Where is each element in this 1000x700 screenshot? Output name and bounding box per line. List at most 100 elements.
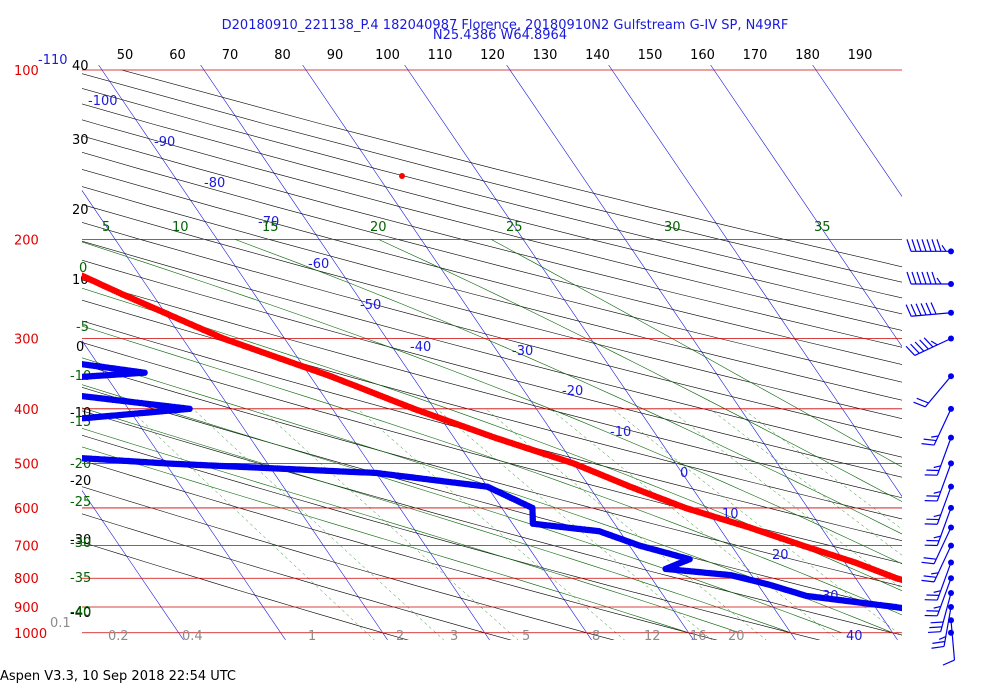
dewpoint-series <box>0 309 1000 626</box>
wind-barb <box>921 405 954 446</box>
sounding-point <box>59 358 65 364</box>
sounding-point <box>46 376 52 382</box>
mixing-ratio-line <box>192 408 445 640</box>
sounding-point <box>2 312 8 318</box>
height-tick-label: 40 <box>72 59 89 74</box>
sounding-point <box>920 608 926 614</box>
sounding-point <box>916 582 922 588</box>
isotherm-label: -40 <box>410 340 431 355</box>
pressure-tick-label: 100 <box>14 64 39 79</box>
sounding-point <box>0 309 1 315</box>
sounding-point <box>21 385 27 391</box>
isotherm-label: -100 <box>88 94 118 109</box>
top-scale-tick-label: 150 <box>638 48 663 63</box>
sounding-point <box>11 352 17 358</box>
sounding-point <box>30 250 36 256</box>
dry-adiabat-line <box>82 169 902 383</box>
mixing-ratio-label: 0.2 <box>108 629 129 644</box>
sounding-point <box>62 454 68 460</box>
sounding-point <box>24 386 30 392</box>
mixing-ratio-label: 12 <box>644 629 661 644</box>
sounding-point <box>912 580 918 586</box>
sounding-point <box>13 421 19 427</box>
sounding-point <box>11 321 17 327</box>
sounding-point <box>976 601 982 607</box>
wind-barb <box>931 604 954 649</box>
sounding-point <box>63 375 69 381</box>
sounding-point <box>46 453 52 459</box>
sounding-point <box>956 594 962 600</box>
sounding-point <box>19 421 25 427</box>
moist-adiabat-label: 15 <box>262 220 279 235</box>
dry-adiabat-line <box>82 410 902 636</box>
mixing-ratio-label: 3 <box>450 629 458 644</box>
dry-adiabat-label: 0 <box>79 261 87 276</box>
sounding-point <box>45 389 51 395</box>
sounding-point <box>45 257 51 263</box>
sounding-point <box>973 617 979 623</box>
dry-adiabat-line <box>82 222 902 439</box>
sounding-point <box>3 379 9 385</box>
sounding-point <box>32 420 38 426</box>
sounding-point <box>36 387 42 393</box>
sounding-point <box>916 608 922 614</box>
mixing-ratio-line <box>668 408 902 590</box>
sounding-point <box>11 378 17 384</box>
sounding-point <box>972 600 978 606</box>
dry-adiabat-line <box>82 259 902 478</box>
isotherm-line <box>200 65 592 640</box>
sounding-point <box>7 378 13 384</box>
isotherm-line <box>812 65 902 198</box>
sounding-point <box>17 421 23 427</box>
sounding-point <box>52 357 58 363</box>
height-tick-label: 20 <box>72 203 89 218</box>
moist-adiabat-line <box>82 446 689 634</box>
sounding-point <box>32 251 38 257</box>
sounding-point <box>38 388 44 394</box>
sounding-point <box>0 423 2 429</box>
isotherm-label: -50 <box>360 298 381 313</box>
sounding-point <box>65 359 71 365</box>
isotherm-label: 0 <box>680 466 688 481</box>
wind-barb <box>924 460 954 502</box>
sounding-point <box>62 391 68 397</box>
dry-adiabat-line <box>82 152 902 365</box>
sounding-point <box>8 422 14 428</box>
dry-adiabat-line <box>82 299 902 520</box>
sounding-point <box>926 585 932 591</box>
top-scale-tick-label: 50 <box>117 48 134 63</box>
moist-adiabat-label: 25 <box>506 220 523 235</box>
dry-adiabat-line <box>82 541 409 640</box>
height-tick-label: -40 <box>70 606 91 621</box>
sounding-point <box>57 375 63 381</box>
sounding-point <box>35 355 41 361</box>
sounding-point <box>0 235 4 241</box>
sounding-point <box>24 377 30 383</box>
sounding-point <box>44 376 50 382</box>
sounding-point <box>994 620 1000 626</box>
sounding-point <box>984 604 990 610</box>
sounding-point <box>33 377 39 383</box>
sounding-point <box>33 252 39 258</box>
sounding-point <box>7 451 13 457</box>
sounding-point <box>907 579 913 585</box>
sounding-point <box>67 359 73 365</box>
wind-barb <box>942 617 956 666</box>
sounding-point <box>24 420 30 426</box>
sounding-point <box>53 390 59 396</box>
sounding-point <box>9 451 15 457</box>
sounding-point <box>7 351 13 357</box>
sounding-point <box>988 605 994 611</box>
top-scale-tick-label: 90 <box>327 48 344 63</box>
sounding-point <box>55 375 61 381</box>
sounding-point <box>9 351 15 357</box>
sounding-point <box>30 354 36 360</box>
sounding-point <box>16 325 22 331</box>
sounding-point <box>910 607 916 613</box>
sounding-point <box>10 349 16 355</box>
pressure-tick-label: 400 <box>14 403 39 418</box>
wind-barb <box>924 504 954 547</box>
mixing-ratio-line <box>485 408 767 640</box>
sounding-point <box>26 420 32 426</box>
